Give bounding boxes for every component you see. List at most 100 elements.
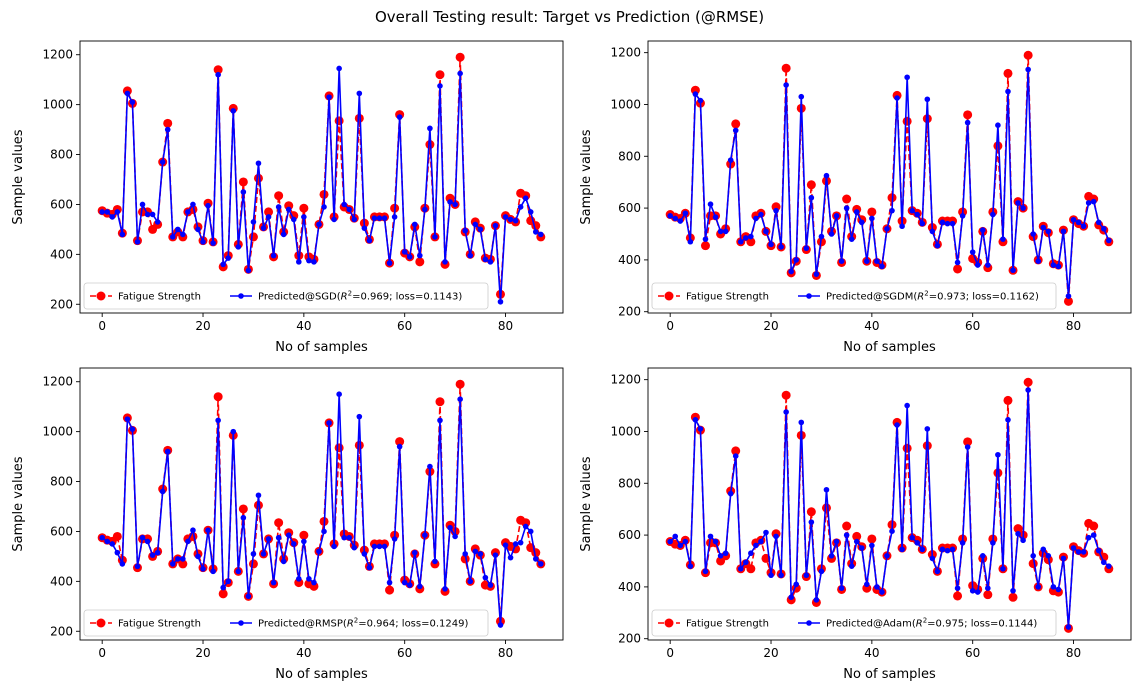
predicted-point <box>417 252 423 259</box>
predicted-point <box>200 239 206 245</box>
predicted-point <box>853 538 860 545</box>
predicted-point <box>1080 549 1087 555</box>
predicted-point <box>447 524 453 531</box>
subplot-3: 0 20 40 60 80 200 400 600 800 1000 1200 No of sampl… <box>11 367 564 682</box>
predicted-point <box>280 558 287 565</box>
predicted-point <box>527 209 534 215</box>
target-point <box>354 113 364 123</box>
predicted-point <box>119 231 126 238</box>
predicted-point <box>783 409 789 415</box>
x-tick-label: 40 <box>296 646 311 660</box>
target-point <box>253 500 263 510</box>
series-line-target <box>101 56 542 296</box>
target-point <box>902 443 912 453</box>
predicted-point <box>1070 216 1077 223</box>
y-tick-label: 200 <box>50 297 73 311</box>
legend-box <box>651 282 1057 310</box>
predicted-point <box>1065 624 1072 630</box>
y-tick-label: 1000 <box>610 424 641 438</box>
predicted-point <box>346 206 353 213</box>
predicted-point <box>798 93 805 100</box>
predicted-point <box>1106 563 1112 569</box>
target-point <box>1099 552 1109 562</box>
predicted-point <box>437 83 443 89</box>
predicted-point <box>879 589 885 595</box>
predicted-point <box>737 238 744 245</box>
predicted-point <box>727 490 734 497</box>
predicted-point <box>1015 530 1021 537</box>
predicted-point <box>803 245 810 252</box>
predicted-point <box>220 261 226 268</box>
plot-area <box>97 379 546 628</box>
x-tick-label: 40 <box>296 319 311 333</box>
predicted-point <box>884 226 890 232</box>
predicted-point <box>472 548 479 555</box>
x-tick-label: 40 <box>864 319 879 333</box>
y-axis-label: Sample values <box>579 456 594 551</box>
predicted-point <box>265 536 272 542</box>
target-point <box>821 503 831 513</box>
x-tick-label: 80 <box>498 319 513 333</box>
subplot-2: 0 20 40 60 80 200 400 600 800 1000 1200 No of sampl… <box>579 40 1132 355</box>
predicted-point <box>250 219 257 225</box>
predicted-point <box>758 211 764 218</box>
predicted-point <box>990 540 996 546</box>
axes-frame <box>79 367 564 641</box>
predicted-point <box>210 568 216 575</box>
predicted-point <box>697 97 704 104</box>
predicted-point <box>677 218 684 224</box>
predicted-point <box>672 533 679 540</box>
predicted-point <box>687 238 694 245</box>
predicted-point <box>175 226 181 233</box>
predicted-point <box>858 545 865 551</box>
predicted-point <box>432 234 438 240</box>
target-point <box>213 65 223 75</box>
predicted-point <box>149 552 156 558</box>
predicted-point <box>124 90 131 97</box>
predicted-point <box>808 194 815 201</box>
predicted-point <box>336 391 342 398</box>
predicted-point <box>422 206 428 213</box>
predicted-point <box>1030 231 1036 237</box>
target-point <box>299 203 309 213</box>
target-point <box>781 63 791 73</box>
predicted-point <box>934 242 941 249</box>
predicted-point <box>411 549 418 556</box>
predicted-point <box>316 548 322 555</box>
predicted-point <box>1090 532 1097 538</box>
target-point <box>781 390 791 400</box>
y-tick-label: 800 <box>50 148 73 162</box>
predicted-point <box>707 533 714 540</box>
predicted-point <box>376 543 383 550</box>
y-tick-label: 400 <box>618 580 641 594</box>
predicted-point <box>904 402 910 409</box>
predicted-point <box>391 536 398 542</box>
predicted-point <box>321 204 327 210</box>
predicted-point <box>843 205 850 211</box>
legend-target-marker <box>664 618 674 628</box>
predicted-point <box>1025 66 1031 73</box>
y-tick-label: 400 <box>50 247 73 261</box>
predicted-point <box>1050 262 1057 268</box>
target-point <box>1013 524 1023 534</box>
x-axis-label: No of samples <box>275 340 368 355</box>
predicted-point <box>376 215 383 221</box>
predicted-point <box>1040 224 1047 231</box>
predicted-point <box>793 257 800 263</box>
legend: Fatigue Strength Predicted@SGDM(R2=0.973;… <box>651 282 1057 310</box>
target-point <box>1023 50 1033 60</box>
x-tick-label: 80 <box>1066 319 1081 333</box>
target-point <box>238 504 248 514</box>
legend: Fatigue Strength Predicted@RMSP(R2=0.964;… <box>83 609 489 637</box>
predicted-point <box>492 552 499 558</box>
predicted-point <box>773 207 779 214</box>
target-point <box>993 468 1003 478</box>
predicted-point <box>818 568 825 575</box>
y-tick-label: 1200 <box>610 46 641 60</box>
predicted-point <box>336 65 342 72</box>
predicted-point <box>1106 237 1112 244</box>
predicted-point <box>848 563 855 569</box>
predicted-point <box>301 538 307 545</box>
predicted-point <box>828 231 835 237</box>
predicted-point <box>452 533 458 540</box>
